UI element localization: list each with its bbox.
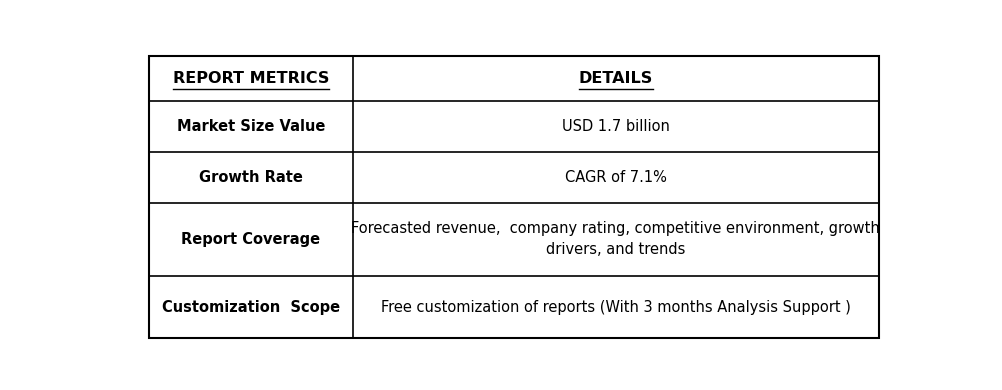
Text: Free customization of reports (With 3 months Analysis Support ): Free customization of reports (With 3 mo… bbox=[381, 300, 851, 315]
Text: CAGR of 7.1%: CAGR of 7.1% bbox=[565, 170, 666, 185]
Text: Market Size Value: Market Size Value bbox=[176, 119, 325, 134]
Text: Customization  Scope: Customization Scope bbox=[161, 300, 340, 315]
Text: USD 1.7 billion: USD 1.7 billion bbox=[562, 119, 669, 134]
Text: DETAILS: DETAILS bbox=[578, 71, 653, 86]
Text: Forecasted revenue,  company rating, competitive environment, growth
drivers, an: Forecasted revenue, company rating, comp… bbox=[352, 221, 880, 257]
Text: Growth Rate: Growth Rate bbox=[198, 170, 303, 185]
Text: REPORT METRICS: REPORT METRICS bbox=[172, 71, 329, 86]
Text: Report Coverage: Report Coverage bbox=[181, 232, 321, 247]
